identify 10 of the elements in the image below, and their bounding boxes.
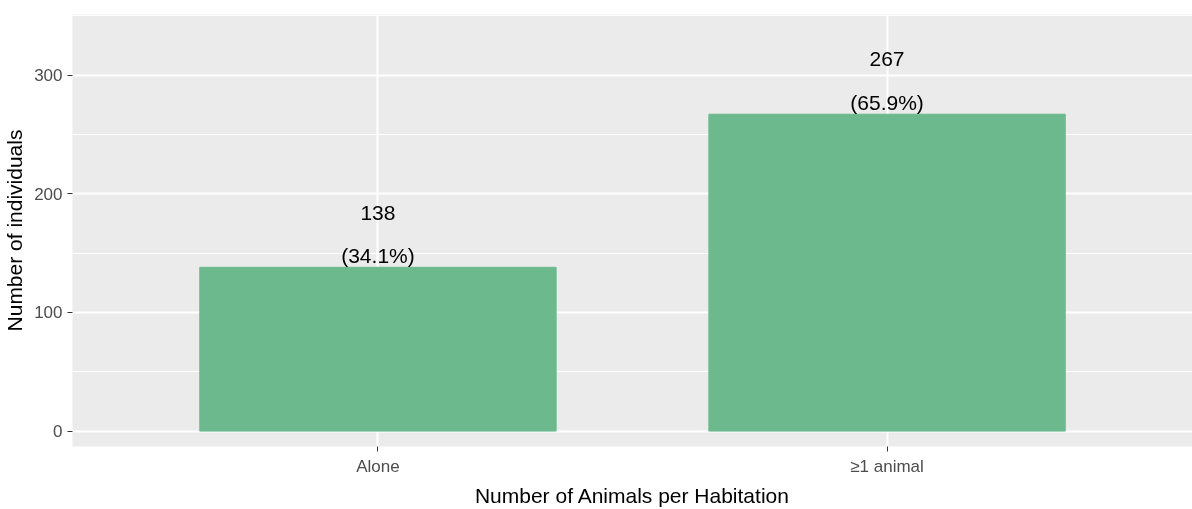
y-axis-title: Number of individuals <box>3 129 27 332</box>
x-tick-label: ≥1 animal <box>850 456 924 476</box>
x-tick-label: Alone <box>356 456 400 476</box>
y-tick-label: 0 <box>53 422 63 442</box>
y-tick-label: 100 <box>34 303 63 323</box>
x-axis-title: Number of Animals per Habitation <box>474 483 789 507</box>
data-label: 138 (34.1%) <box>341 200 415 268</box>
y-tick-label: 200 <box>34 184 63 204</box>
y-tick-label: 300 <box>34 66 63 86</box>
data-label: 267 (65.9%) <box>850 47 924 115</box>
